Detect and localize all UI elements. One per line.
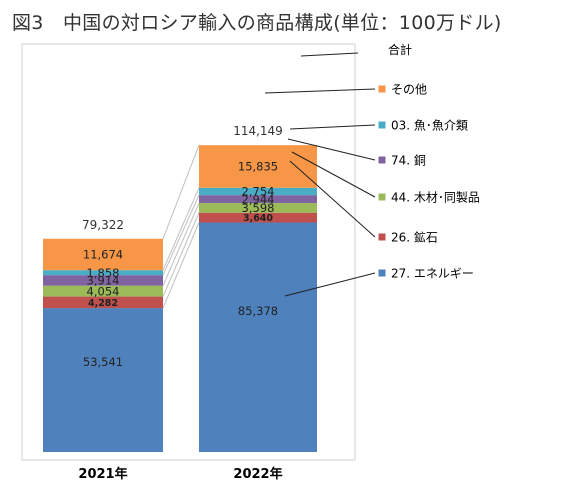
data-label: 11,674: [83, 248, 123, 262]
data-label: 4,282: [88, 298, 118, 309]
legend-entry: 26. 鉱石: [391, 230, 438, 245]
leader-line: [287, 138, 376, 161]
bar-2-その他: [199, 145, 317, 188]
bar-1-エネルギー: [43, 308, 163, 452]
series-connector-line: [162, 194, 200, 276]
series-connector-line: [162, 222, 200, 309]
data-label: 15,835: [238, 160, 278, 174]
leader-line: [300, 52, 359, 57]
leader-line: [291, 151, 376, 198]
legend-entry: 44. 木材･同製品: [391, 191, 480, 205]
bar-2-木材･同製品: [199, 203, 317, 213]
legend-entry: 74. 銅: [391, 154, 426, 168]
data-label: 85,378: [238, 304, 278, 318]
data-label: 1,858: [87, 266, 120, 280]
bar-2-鉱石: [199, 212, 317, 223]
bar-1-木材･同製品: [43, 285, 163, 297]
legend-entry: その他: [391, 83, 427, 97]
bar-1-鉱石: [43, 296, 163, 309]
legend-swatch: [378, 233, 386, 241]
total-label: 114,149: [233, 124, 283, 138]
legend-swatch: [378, 269, 386, 277]
chart-title: 図3 中国の対ロシア輸入の商品構成(単位：100万ドル): [12, 12, 502, 34]
legend-swatch: [378, 156, 386, 164]
data-label: 3,914: [87, 274, 120, 288]
legend-swatch: [378, 121, 386, 129]
legend-swatch: [378, 193, 386, 201]
series-connector-line: [162, 202, 200, 286]
bar-1-その他: [43, 238, 163, 271]
bar-1-銅: [43, 275, 163, 286]
bar-2-エネルギー: [199, 222, 317, 452]
leader-line: [289, 160, 376, 238]
bar-2-魚･魚介類: [199, 187, 317, 196]
legend-total-label: 合計: [388, 42, 412, 57]
data-label: 2,754: [242, 185, 275, 199]
bar-1-魚･魚介類: [43, 270, 163, 276]
plot-frame: [21, 43, 356, 461]
bar-2-銅: [199, 195, 317, 204]
data-label: 4,054: [87, 284, 120, 298]
total-label: 79,322: [82, 218, 124, 232]
legend-entry: 27. エネルギー: [391, 267, 474, 281]
leader-line: [289, 124, 376, 130]
series-connector-line: [162, 144, 200, 239]
legend-swatch: [378, 85, 386, 93]
data-label: 3,598: [242, 201, 275, 215]
data-label: 3,640: [243, 213, 273, 224]
category-label: 2021年: [78, 466, 127, 482]
leader-line: [264, 88, 376, 94]
category-label: 2022年: [233, 466, 282, 482]
legend-entry: 03. 魚･魚介類: [391, 119, 468, 133]
series-connector-line: [162, 212, 200, 297]
data-label: 53,541: [83, 355, 123, 369]
series-connector-line: [162, 187, 200, 271]
data-label: 2,944: [242, 192, 275, 206]
leader-line: [284, 272, 376, 297]
